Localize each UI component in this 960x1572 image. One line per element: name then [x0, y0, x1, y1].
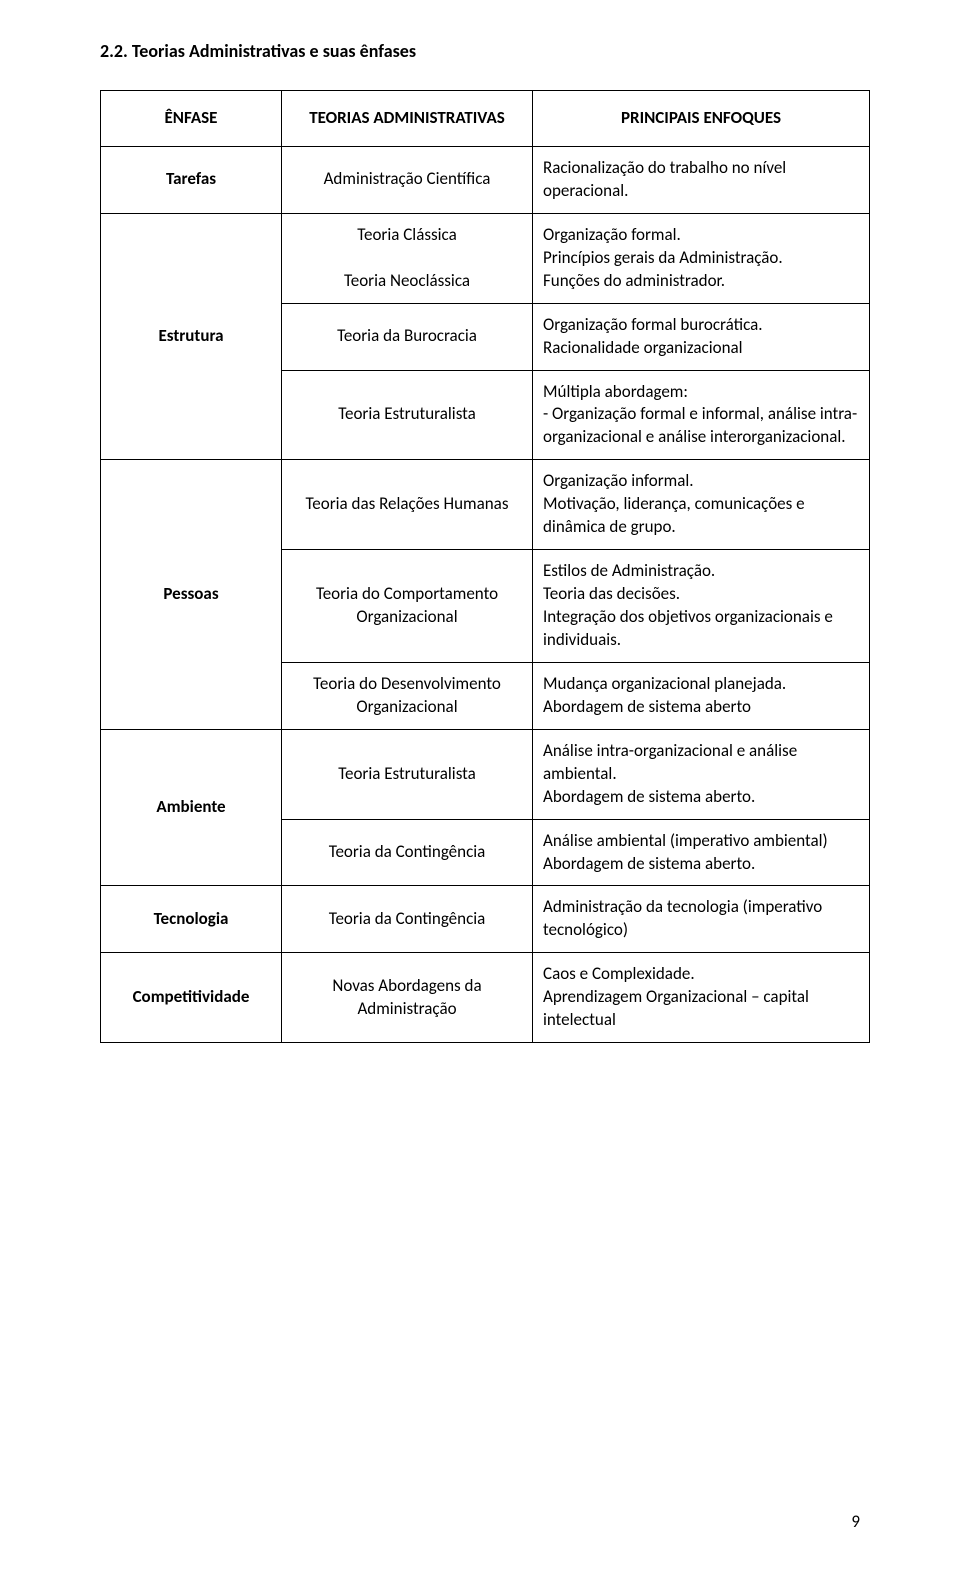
theory-cell: Teoria da Contingência [282, 886, 533, 953]
table-header: PRINCIPAIS ENFOQUES [533, 91, 870, 147]
table-row: AmbienteTeoria EstruturalistaAnálise int… [101, 729, 870, 819]
document-page: 2.2. Teorias Administrativas e suas ênfa… [0, 0, 960, 1572]
focus-cell: Caos e Complexidade.Aprendizagem Organiz… [533, 953, 870, 1043]
focus-cell: Análise intra-organizacional e análise a… [533, 729, 870, 819]
focus-cell: Organização formal.Princípios gerais da … [533, 213, 870, 303]
table-row: PessoasTeoria das Relações HumanasOrgani… [101, 460, 870, 550]
emphasis-cell: Pessoas [101, 460, 282, 729]
emphasis-cell: Tarefas [101, 146, 282, 213]
table-row: EstruturaTeoria ClássicaTeoria Neoclássi… [101, 213, 870, 303]
focus-cell: Administração da tecnologia (imperativo … [533, 886, 870, 953]
theory-cell: Teoria Estruturalista [282, 729, 533, 819]
emphasis-cell: Estrutura [101, 213, 282, 460]
focus-cell: Organização informal.Motivação, lideranç… [533, 460, 870, 550]
theory-cell: Teoria da Contingência [282, 819, 533, 886]
table-row: TecnologiaTeoria da ContingênciaAdminist… [101, 886, 870, 953]
table-header: ÊNFASE [101, 91, 282, 147]
focus-cell: Mudança organizacional planejada.Abordag… [533, 662, 870, 729]
table-row: CompetitividadeNovas Abordagens da Admin… [101, 953, 870, 1043]
table-header: TEORIAS ADMINISTRATIVAS [282, 91, 533, 147]
focus-cell: Racionalização do trabalho no nível oper… [533, 146, 870, 213]
table-row: TarefasAdministração CientíficaRacionali… [101, 146, 870, 213]
emphasis-cell: Tecnologia [101, 886, 282, 953]
focus-cell: Múltipla abordagem:- Organização formal … [533, 370, 870, 460]
theory-cell: Teoria ClássicaTeoria Neoclássica [282, 213, 533, 303]
emphasis-cell: Ambiente [101, 729, 282, 886]
section-title: 2.2. Teorias Administrativas e suas ênfa… [100, 40, 870, 62]
theory-cell: Teoria do Desenvolvimento Organizacional [282, 662, 533, 729]
admin-theories-table: ÊNFASETEORIAS ADMINISTRATIVASPRINCIPAIS … [100, 90, 870, 1043]
focus-cell: Organização formal burocrática.Racionali… [533, 303, 870, 370]
emphasis-cell: Competitividade [101, 953, 282, 1043]
page-number: 9 [851, 1511, 860, 1532]
theory-cell: Teoria do Comportamento Organizacional [282, 550, 533, 663]
focus-cell: Estilos de Administração.Teoria das deci… [533, 550, 870, 663]
theory-cell: Teoria Estruturalista [282, 370, 533, 460]
theory-cell: Teoria da Burocracia [282, 303, 533, 370]
theory-cell: Novas Abordagens da Administração [282, 953, 533, 1043]
theory-cell: Administração Científica [282, 146, 533, 213]
focus-cell: Análise ambiental (imperativo ambiental)… [533, 819, 870, 886]
theory-cell: Teoria das Relações Humanas [282, 460, 533, 550]
